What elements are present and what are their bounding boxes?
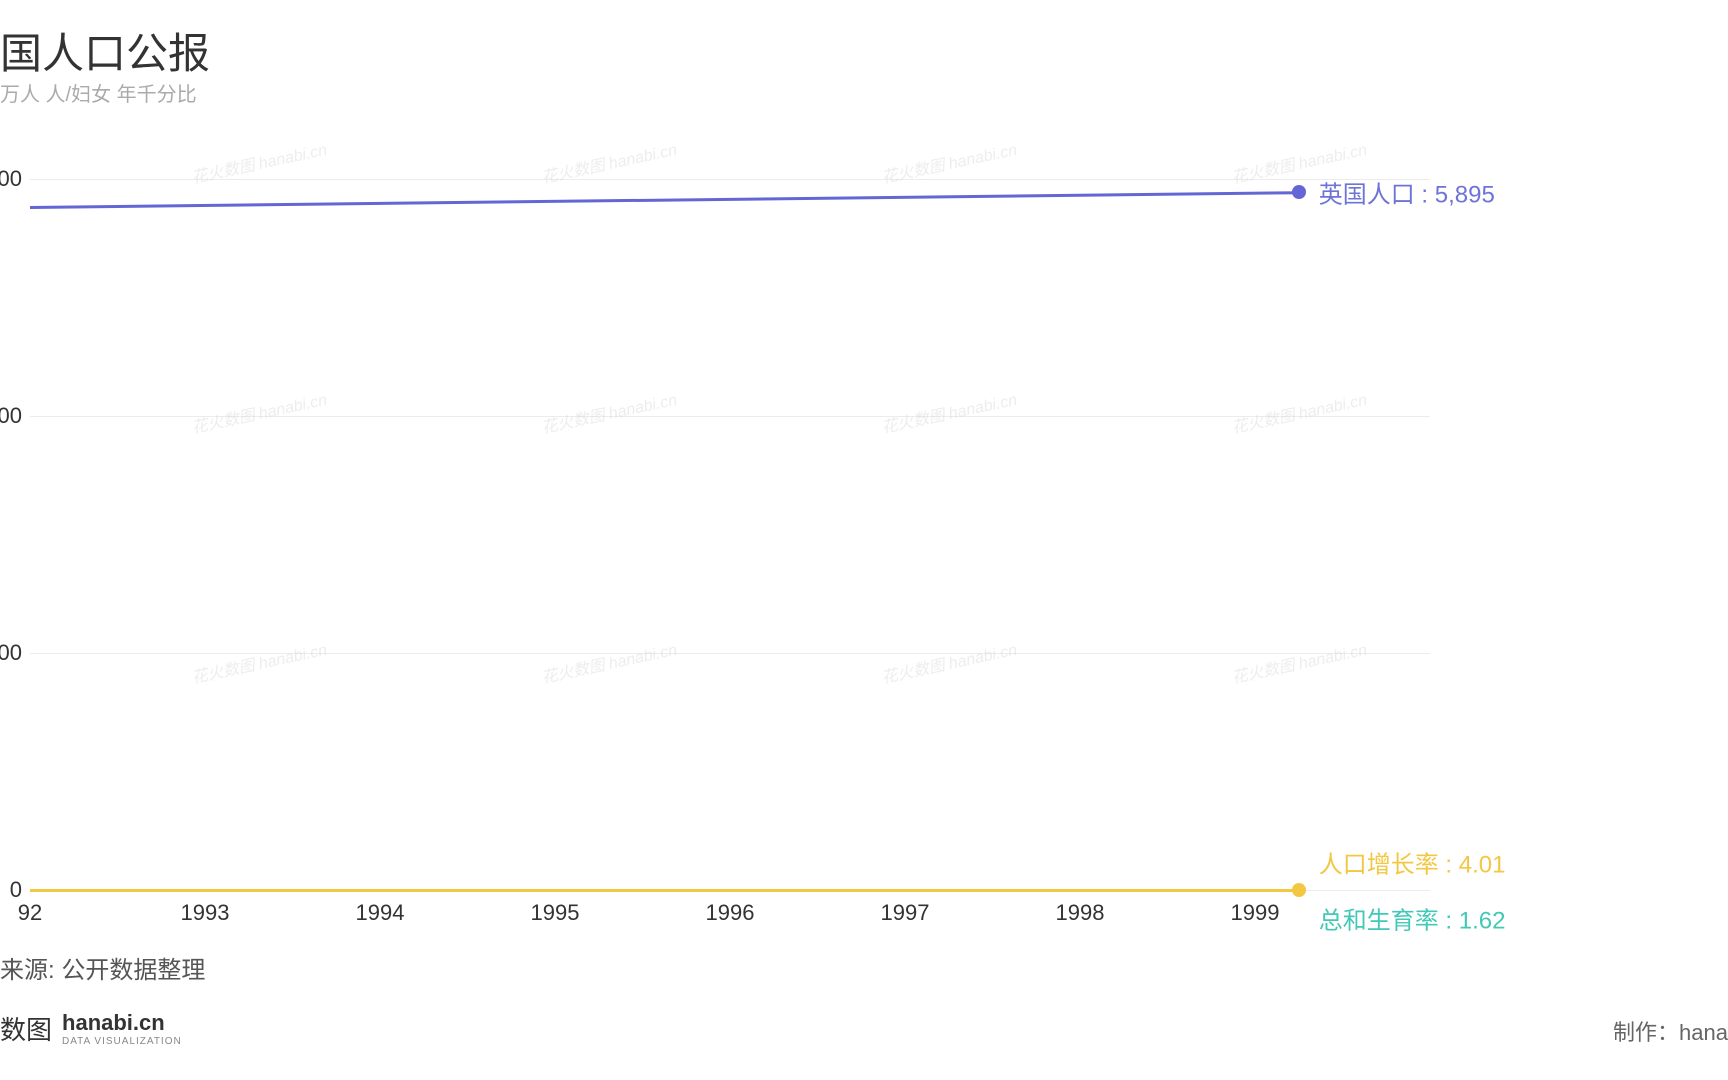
brand-chinese: 数图: [0, 1010, 52, 1047]
y-axis-tick: 00: [0, 166, 22, 192]
x-axis-tick: 1993: [181, 900, 230, 926]
footer-brand: 数图 hanabi.cn DATA VISUALIZATION: [0, 1010, 182, 1047]
y-axis-tick: 00: [0, 403, 22, 429]
chart-container: 国人口公报 万人 人/妇女 年千分比 000000092199319941995…: [0, 0, 1728, 1080]
series-label: 总和生育率 : 1.62: [1319, 900, 1506, 935]
chart-subtitle: 万人 人/妇女 年千分比: [0, 78, 197, 107]
y-axis-tick: 00: [0, 640, 22, 666]
gridline: [30, 179, 1430, 180]
x-axis-tick: 92: [18, 900, 42, 926]
series-label: 人口增长率 : 4.01: [1319, 844, 1506, 879]
series-line: [30, 192, 1299, 210]
series-end-marker: [1292, 185, 1306, 199]
x-axis-tick: 1999: [1231, 900, 1280, 926]
gridline: [30, 416, 1430, 417]
x-axis-tick: 1997: [881, 900, 930, 926]
x-axis-tick: 1995: [531, 900, 580, 926]
series-label: 英国人口 : 5,895: [1319, 174, 1495, 209]
brand-english: hanabi.cn: [62, 1010, 182, 1036]
series-line: [30, 889, 1299, 892]
x-axis-tick: 1994: [356, 900, 405, 926]
series-end-marker: [1292, 883, 1306, 897]
brand-tagline: DATA VISUALIZATION: [62, 1036, 182, 1047]
chart-title: 国人口公报: [0, 20, 210, 81]
footer-credit: 制作：hana: [1613, 1015, 1728, 1047]
x-axis-tick: 1996: [706, 900, 755, 926]
x-axis-tick: 1998: [1056, 900, 1105, 926]
plot-area: 0000000921993199419951996199719981999英国人…: [30, 120, 1430, 890]
source-text: 来源: 公开数据整理: [0, 950, 205, 985]
gridline: [30, 653, 1430, 654]
